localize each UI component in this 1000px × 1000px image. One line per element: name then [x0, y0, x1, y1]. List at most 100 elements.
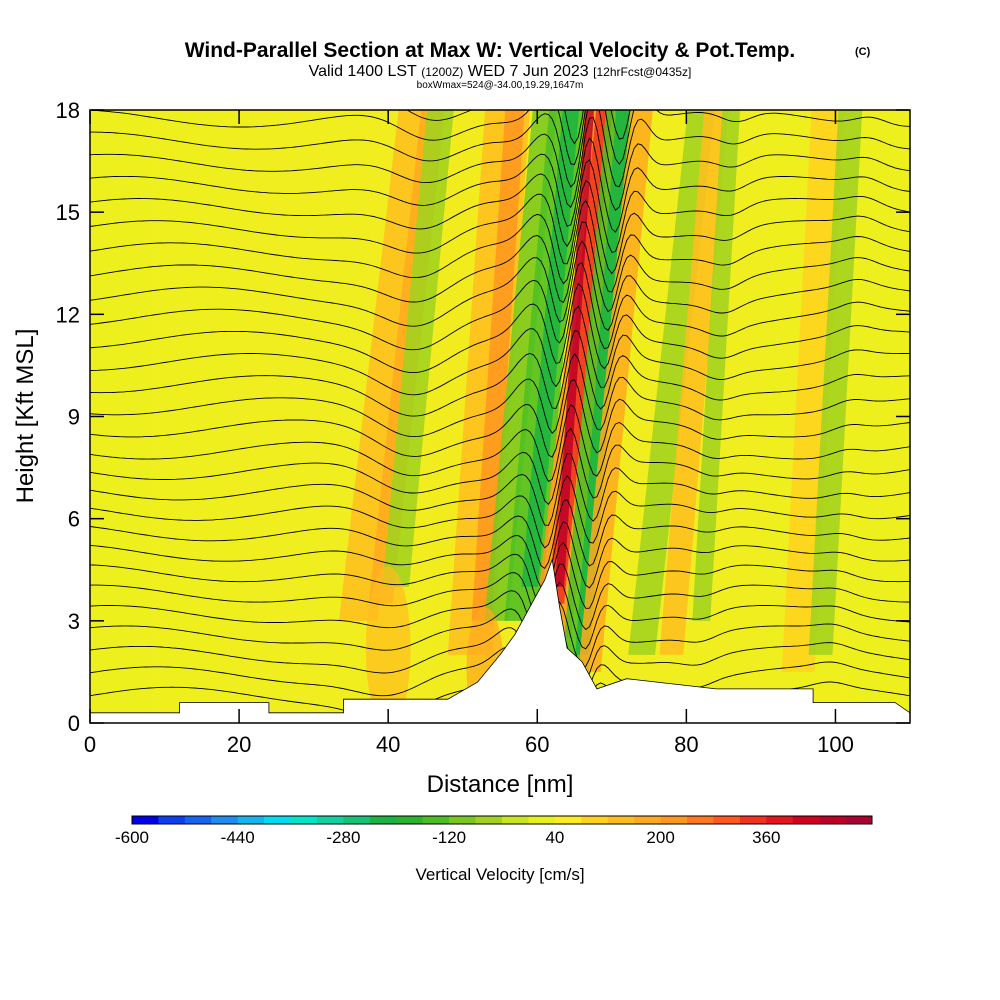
theta-contour-11: [90, 427, 910, 506]
theta-contour-27: [90, 110, 910, 166]
x-tick-label-0: 0: [84, 732, 96, 757]
potential-temperature-contours: [90, 110, 910, 721]
subtitle-valid: Valid 1400 LST: [309, 63, 417, 80]
colorbar-tick-label-2: -280: [326, 828, 360, 847]
colorbar-swatch-6: [290, 816, 318, 824]
x-tick-label-1: 20: [227, 732, 251, 757]
theta-contour-10: [90, 453, 910, 526]
y-tick-label-2: 6: [68, 507, 80, 532]
x-tick-label-4: 80: [674, 732, 698, 757]
theta-contour-16: [90, 305, 910, 396]
colorbar-swatch-21: [687, 816, 714, 824]
y-tick-label-4: 12: [56, 302, 80, 327]
colorbar-swatch-25: [792, 816, 820, 824]
theta-contour-18: [90, 262, 910, 351]
colorbar-swatch-20: [660, 816, 688, 824]
colorbar-swatch-22: [713, 816, 741, 824]
theta-contour-24: [90, 137, 910, 233]
colorbar-swatch-2: [184, 816, 212, 824]
theta-contour-20: [90, 221, 910, 313]
colorbar-swatch-19: [634, 816, 661, 824]
theta-contour-19: [90, 240, 910, 332]
y-tick-label-6: 18: [56, 98, 80, 123]
colorbar: -600 -440 -280 -120 40 200 360: [115, 815, 873, 847]
subtitle-utc: (1200Z): [421, 65, 463, 79]
x-tick-label-3: 60: [525, 732, 549, 757]
theta-contour-17: [90, 283, 910, 374]
colorbar-swatch-18: [607, 816, 635, 824]
colorbar-swatch-5: [264, 816, 291, 824]
chart-subtitle: Valid 1400 LST (1200Z) WED 7 Jun 2023 [1…: [309, 63, 692, 80]
colorbar-swatch-24: [766, 816, 794, 824]
updraft-band-10: [555, 110, 594, 587]
theta-contour-3: [90, 601, 910, 668]
theta-contour-25: [90, 116, 910, 211]
theta-contour-12: [90, 403, 910, 483]
theta-contour-5: [90, 563, 910, 631]
colorbar-label: Vertical Velocity [cm/s]: [415, 865, 584, 884]
theta-contour-4: [90, 581, 910, 650]
y-axis-label: Height [Kft MSL]: [12, 329, 39, 504]
colorbar-swatch-9: [369, 816, 397, 824]
theta-contour-14: [90, 352, 910, 438]
updraft-band-15: [659, 110, 729, 655]
colorbar-tick-label-1: -440: [221, 828, 255, 847]
subtitle-date: WED 7 Jun 2023: [468, 63, 589, 80]
colorbar-tick-label-5: 200: [646, 828, 674, 847]
colorbar-swatch-4: [237, 816, 265, 824]
copyright-mark: (C): [855, 46, 871, 58]
theta-contour-2: [90, 619, 910, 687]
chart-title: Wind-Parallel Section at Max W: Vertical…: [185, 39, 796, 62]
colorbar-swatch-23: [739, 816, 767, 824]
theta-contour-26: [90, 110, 910, 188]
plot-area: [90, 110, 910, 723]
colorbar-tick-label-0: -600: [115, 828, 149, 847]
colorbar-swatch-3: [211, 816, 239, 824]
theta-contour-7: [90, 520, 910, 589]
colorbar-swatch-0: [132, 816, 159, 824]
colorbar-swatch-14: [502, 816, 529, 824]
colorbar-frame: [131, 815, 873, 825]
colorbar-swatch-10: [396, 816, 424, 824]
y-tick-label-0: 0: [68, 711, 80, 736]
colorbar-swatch-17: [581, 816, 609, 824]
updraft-band-17: [781, 110, 845, 672]
theta-contour-21: [90, 199, 910, 293]
colorbar-swatch-8: [343, 816, 371, 824]
x-tick-label-2: 40: [376, 732, 400, 757]
subtitle-fcst: [12hrFcst@0435z]: [593, 65, 691, 79]
colorbar-swatch-11: [422, 816, 450, 824]
downdraft-band-12: [575, 110, 630, 655]
chart-info: boxWmax=524@-34.00,19.29,1647m: [417, 80, 584, 91]
theta-contour-13: [90, 379, 910, 458]
x-axis-label: Distance [nm]: [427, 771, 574, 798]
colorbar-swatch-1: [158, 816, 186, 824]
theta-contour-23: [90, 159, 910, 253]
axes: 0 20 40 60 80 100 0 3 6 9 12 15 18: [56, 98, 910, 757]
y-tick-label-1: 3: [68, 609, 80, 634]
updraft-band-13: [578, 110, 653, 672]
theta-contour-6: [90, 541, 910, 609]
theta-contour-22: [90, 179, 910, 275]
downdraft-band-2: [382, 110, 454, 587]
y-tick-label-5: 15: [56, 200, 80, 225]
downdraft-band-18: [808, 110, 863, 655]
colorbar-swatch-16: [554, 816, 582, 824]
theta-contour-8: [90, 498, 910, 570]
theta-contour-15: [90, 330, 910, 417]
y-tick-label-3: 9: [68, 405, 80, 430]
colorbar-tick-label-3: -120: [432, 828, 466, 847]
colorbar-tick-label-6: 360: [752, 828, 780, 847]
colorbar-swatch-27: [845, 816, 873, 824]
colorbar-swatch-13: [475, 816, 503, 824]
colorbar-tick-label-4: 40: [545, 828, 564, 847]
colorbar-swatch-15: [528, 816, 556, 824]
colorbar-swatch-26: [819, 816, 846, 824]
terrain: [90, 559, 910, 723]
theta-contour-1: [90, 637, 910, 704]
theta-contour-9: [90, 475, 910, 549]
x-tick-label-5: 100: [817, 732, 854, 757]
colorbar-swatch-12: [449, 816, 476, 824]
colorbar-swatch-7: [317, 816, 344, 824]
